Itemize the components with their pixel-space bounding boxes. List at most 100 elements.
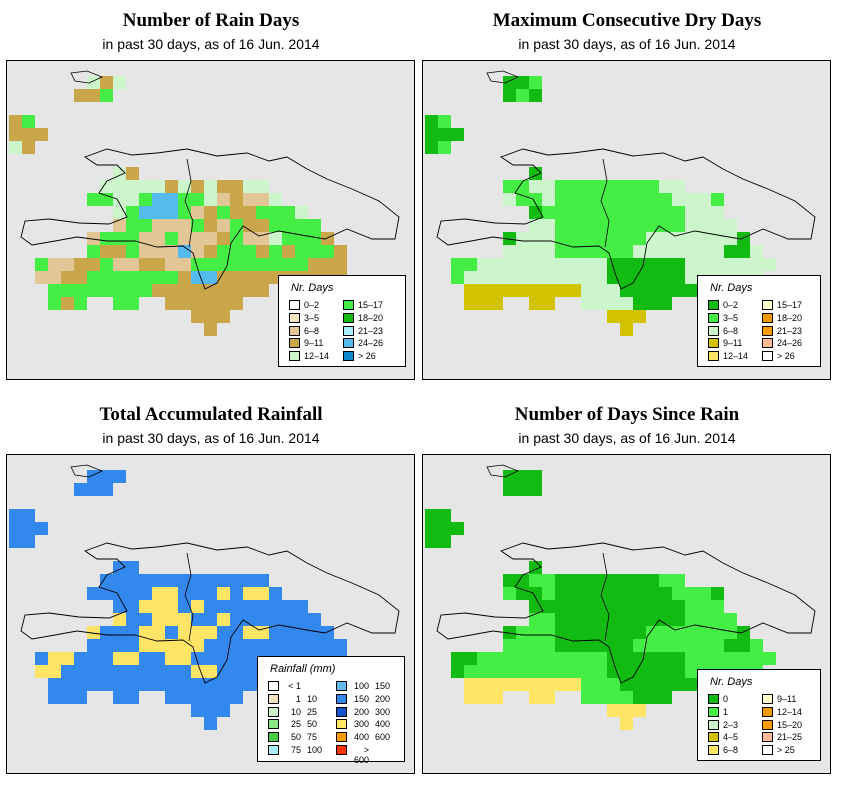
map-rain-days (6, 60, 415, 380)
legend-label: 15–17 (777, 300, 803, 310)
map-grid-cell (516, 271, 529, 284)
map-grid-cell (503, 665, 516, 678)
map-grid-cell (685, 219, 698, 232)
legend-label: 12–14 (777, 706, 803, 717)
map-grid-cell (191, 574, 204, 587)
map-grid-cell (659, 258, 672, 271)
map-grid-cell (74, 258, 87, 271)
map-grid-cell (451, 652, 464, 665)
map-grid-cell (191, 245, 204, 258)
map-grid-cell (152, 613, 165, 626)
legend-title: Nr. Days (710, 676, 753, 688)
map-grid-cell (243, 219, 256, 232)
map-grid-cell (204, 310, 217, 323)
legend-label: 1 (723, 706, 729, 717)
map-grid-cell (191, 258, 204, 271)
legend-swatch (762, 745, 773, 756)
map-grid-cell (542, 297, 555, 310)
map-grid-cell (555, 587, 568, 600)
map-grid-cell (35, 128, 48, 141)
legend-label: 21–23 (358, 325, 384, 336)
map-grid-cell (698, 626, 711, 639)
map-grid-cell (529, 284, 542, 297)
legend-swatch (289, 312, 300, 323)
map-grid-cell (620, 245, 633, 258)
map-grid-cell (672, 180, 685, 193)
panel-title: Number of Days Since Rain (514, 404, 740, 425)
map-grid-cell (724, 232, 737, 245)
map-grid-cell (152, 587, 165, 600)
map-grid-cell (568, 232, 581, 245)
map-grid-cell (152, 600, 165, 613)
map-grid-cell (620, 258, 633, 271)
map-grid-cell (295, 206, 308, 219)
map-grid-cell (659, 180, 672, 193)
map-grid-cell (126, 297, 139, 310)
map-grid-cell (711, 206, 724, 219)
map-grid-cell (633, 193, 646, 206)
map-grid-cell (516, 284, 529, 297)
legend-label: 0 (723, 694, 729, 704)
map-grid-cell (217, 310, 230, 323)
map-grid-cell (165, 691, 178, 704)
map-grid-cell (477, 258, 490, 271)
map-grid-cell (581, 626, 594, 639)
legend-label: 15–20 (777, 719, 803, 730)
map-grid-cell (516, 232, 529, 245)
map-grid-cell (737, 626, 750, 639)
map-grid-cell (568, 600, 581, 613)
panel-subtitle: in past 30 days, as of 16 Jun. 2014 (102, 36, 320, 52)
map-grid-cell (126, 258, 139, 271)
map-grid-cell (737, 258, 750, 271)
legend-swatch (708, 694, 719, 704)
map-grid-cell (646, 678, 659, 691)
map-grid-cell (217, 652, 230, 665)
map-grid-cell (763, 652, 776, 665)
map-grid-cell (204, 665, 217, 678)
map-grid-cell (230, 639, 243, 652)
map-grid-cell (542, 587, 555, 600)
map-grid-cell (204, 639, 217, 652)
legend-range-low: > 600 (353, 745, 369, 765)
legend-swatch (708, 300, 719, 310)
map-grid-cell (139, 639, 152, 652)
map-grid-cell (152, 626, 165, 639)
legend-label: 9–11 (723, 338, 743, 349)
map-grid-cell (711, 652, 724, 665)
map-grid-cell (204, 219, 217, 232)
map-grid-cell (529, 89, 542, 102)
map-grid-cell (698, 232, 711, 245)
map-grid-cell (282, 219, 295, 232)
map-grid-cell (191, 284, 204, 297)
map-grid-cell (204, 587, 217, 600)
map-grid-cell (607, 691, 620, 704)
map-grid-cell (594, 639, 607, 652)
map-grid-cell (217, 678, 230, 691)
map-grid-cell (503, 284, 516, 297)
legend-label: 6–8 (723, 325, 739, 336)
map-grid-cell (139, 284, 152, 297)
map-grid-cell (178, 613, 191, 626)
map-grid-cell (22, 535, 35, 548)
map-grid-cell (256, 600, 269, 613)
map-grid-cell (152, 652, 165, 665)
map-grid-cell (100, 639, 113, 652)
map-grid-cell (594, 232, 607, 245)
map-grid-cell (126, 639, 139, 652)
map-grid-cell (698, 219, 711, 232)
map-grid-cell (711, 613, 724, 626)
legend-swatch (289, 300, 300, 310)
map-grid-cell (165, 652, 178, 665)
map-grid-cell (698, 258, 711, 271)
legend-label: 21–23 (777, 325, 803, 336)
map-grid-cell (516, 470, 529, 483)
map-grid-cell (113, 613, 126, 626)
map-grid-cell (633, 310, 646, 323)
map-grid-cell (35, 652, 48, 665)
map-grid-cell (100, 232, 113, 245)
map-grid-cell (217, 206, 230, 219)
legend-swatch (336, 693, 347, 704)
map-grid-cell (659, 574, 672, 587)
map-grid-cell (191, 626, 204, 639)
map-grid-cell (113, 180, 126, 193)
